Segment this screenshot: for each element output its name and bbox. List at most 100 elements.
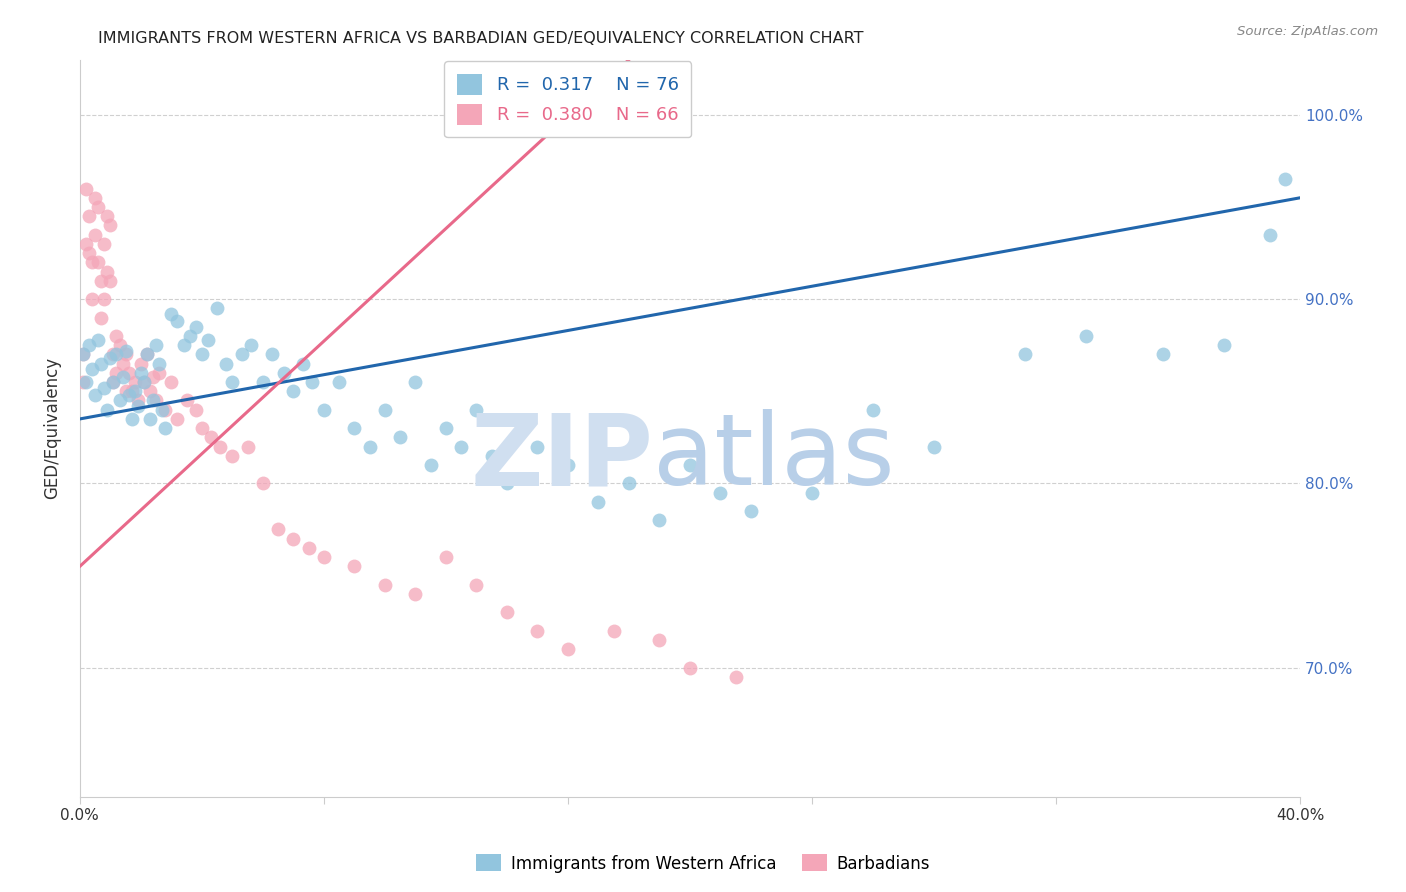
Point (136, 347, 159, 361)
Point (84, 191, 107, 205)
Point (80, 255, 103, 269)
Point (111, 357, 134, 371)
Point (96, 209, 118, 223)
Point (100, 274, 122, 288)
Point (273, 366, 295, 380)
Point (87, 200, 110, 214)
Point (267, 523, 290, 537)
Point (800, 485, 823, 500)
Point (450, 440, 472, 454)
Point (173, 338, 195, 352)
Point (404, 587, 426, 601)
Point (648, 633, 671, 648)
Point (252, 476, 274, 491)
Point (197, 333, 219, 347)
Point (96, 264, 118, 278)
Point (105, 366, 128, 380)
Point (75, 181, 97, 195)
Point (75, 375, 97, 389)
Point (283, 532, 305, 546)
Point (283, 384, 305, 399)
Point (166, 412, 188, 426)
Point (260, 347, 283, 361)
Point (148, 366, 170, 380)
Point (184, 319, 207, 334)
Point (105, 329, 128, 343)
Point (205, 301, 228, 316)
Point (465, 402, 488, 417)
Text: ZIP: ZIP (471, 409, 654, 506)
Point (111, 369, 134, 384)
Point (114, 343, 136, 358)
Text: IMMIGRANTS FROM WESTERN AFRICA VS BARBADIAN GED/EQUIVALENCY CORRELATION CHART: IMMIGRANTS FROM WESTERN AFRICA VS BARBAD… (98, 31, 863, 46)
Point (740, 504, 762, 518)
Point (389, 430, 412, 444)
Point (231, 347, 253, 361)
Point (80, 292, 103, 306)
Point (602, 624, 624, 638)
Point (209, 440, 232, 454)
Point (129, 357, 152, 371)
Point (298, 541, 321, 555)
Point (103, 375, 125, 389)
Point (90, 357, 112, 371)
Point (72, 347, 94, 361)
Point (142, 369, 165, 384)
Point (709, 485, 731, 500)
Point (87, 255, 110, 269)
Y-axis label: GED/Equivalency: GED/Equivalency (44, 357, 60, 500)
Point (176, 393, 198, 408)
Point (148, 357, 170, 371)
Point (84, 227, 107, 242)
Point (127, 393, 149, 408)
Point (166, 314, 188, 328)
Point (77, 338, 100, 352)
Point (145, 338, 167, 352)
Point (93, 381, 115, 395)
Point (239, 338, 262, 352)
Point (124, 384, 146, 399)
Point (84, 388, 107, 402)
Point (496, 476, 519, 491)
Point (419, 458, 441, 472)
Point (557, 642, 579, 657)
Point (291, 357, 314, 371)
Point (359, 440, 381, 454)
Point (191, 347, 214, 361)
Point (374, 578, 396, 592)
Point (103, 347, 125, 361)
Point (114, 384, 136, 399)
Point (142, 393, 165, 408)
Point (1274, 172, 1296, 186)
Point (679, 661, 702, 675)
Point (374, 402, 396, 417)
Point (93, 236, 115, 251)
Point (139, 412, 162, 426)
Point (77, 209, 100, 223)
Point (496, 606, 519, 620)
Point (160, 307, 183, 321)
Point (526, 440, 548, 454)
Point (121, 412, 143, 426)
Point (481, 449, 503, 463)
Point (343, 421, 366, 435)
Point (312, 550, 335, 565)
Point (922, 440, 945, 454)
Point (328, 375, 350, 389)
Point (724, 670, 747, 684)
Point (103, 375, 125, 389)
Point (100, 219, 122, 233)
Point (301, 375, 323, 389)
Point (215, 357, 238, 371)
Point (124, 375, 146, 389)
Point (150, 402, 173, 417)
Point (100, 351, 122, 365)
Point (155, 421, 177, 435)
Point (72, 375, 94, 389)
Point (90, 274, 112, 288)
Point (118, 388, 141, 402)
Point (200, 430, 222, 444)
Point (121, 384, 143, 399)
Point (105, 347, 128, 361)
Point (1212, 338, 1234, 352)
